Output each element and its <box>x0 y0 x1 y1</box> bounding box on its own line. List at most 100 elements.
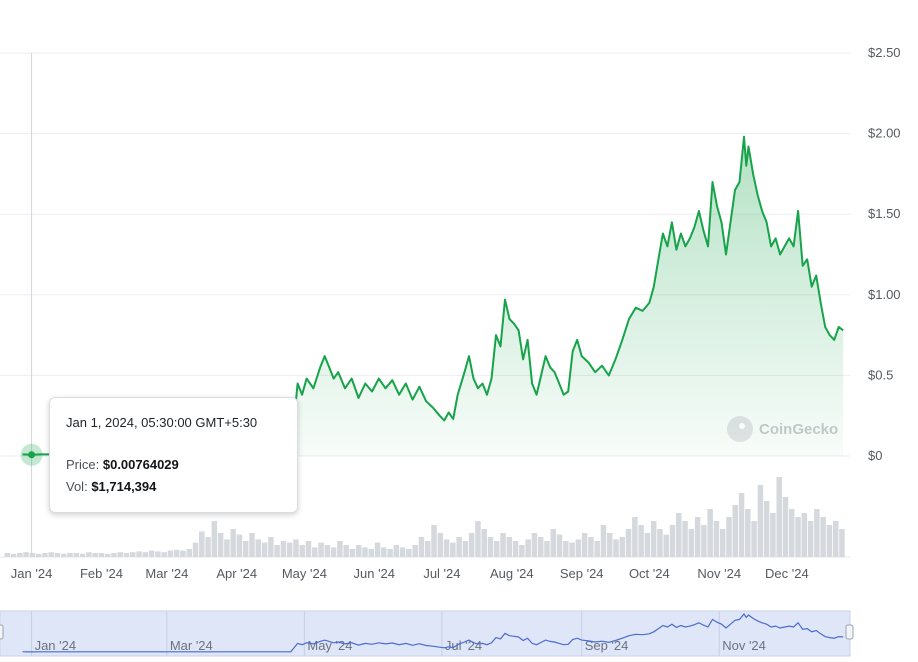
volume-bar <box>763 501 770 557</box>
volume-bar <box>826 525 833 557</box>
volume-bar <box>531 533 538 557</box>
y-tick-label: $0.5 <box>868 367 893 382</box>
volume-bar <box>349 549 356 557</box>
volume-bar <box>569 542 575 557</box>
navigator-handle-right[interactable] <box>845 624 854 640</box>
volume-bar <box>701 525 707 557</box>
volume-bar <box>820 517 826 557</box>
volume-bar <box>42 553 48 557</box>
volume-bar <box>795 517 801 557</box>
volume-bar <box>575 539 582 557</box>
volume-bar <box>35 553 42 557</box>
watermark-text: CoinGecko <box>759 420 839 438</box>
volume-bar <box>431 525 437 557</box>
coingecko-logo-icon <box>727 416 753 442</box>
volume-bar <box>249 533 255 557</box>
volume-bar <box>180 550 186 557</box>
volume-bar <box>619 537 626 557</box>
tooltip-price-value: $0.00764029 <box>102 457 179 472</box>
volume-bar <box>494 541 500 557</box>
volume-bar <box>663 534 669 557</box>
volume-bar <box>594 541 600 557</box>
y-tick-label: $1.50 <box>868 206 901 221</box>
volume-bar <box>330 547 337 557</box>
volume-bar <box>173 549 180 557</box>
x-tick-label: Dec '24 <box>765 566 809 581</box>
volume-bar <box>199 531 205 557</box>
volume-bar <box>211 521 218 557</box>
volume-bar <box>261 542 268 557</box>
volume-bar <box>481 529 487 557</box>
volume-bar <box>123 553 130 557</box>
price-line-group <box>22 135 844 456</box>
navigator-tick-label: Jul '24 <box>445 638 482 653</box>
volume-bar <box>745 509 751 557</box>
volume-bar <box>832 521 839 557</box>
volume-bar <box>155 551 161 557</box>
navigator-tick-label: Mar '24 <box>170 638 213 653</box>
volume-bar <box>563 541 569 557</box>
volume-bar <box>676 513 682 557</box>
volume-bar <box>613 539 619 557</box>
volume-bar <box>669 525 676 557</box>
x-axis-ticks: Jan '24 Feb '24 Mar '24 Apr '24 May '24 Jun '… <box>11 566 809 581</box>
volume-bar <box>318 542 324 557</box>
volume-bar <box>161 552 167 557</box>
volume-bar <box>92 553 98 557</box>
volume-bar <box>324 545 331 557</box>
x-tick-label: Mar '24 <box>145 566 188 581</box>
volume-bar <box>98 553 105 557</box>
volume-bar <box>312 547 318 557</box>
volume-bar <box>713 521 720 557</box>
x-tick-label: Jul '24 <box>423 566 460 581</box>
volume-bar <box>362 547 368 557</box>
volume-bar <box>268 537 274 557</box>
x-tick-label: Oct '24 <box>629 566 670 581</box>
volume-bar <box>657 529 663 557</box>
volume-bar <box>506 537 513 557</box>
volume-bar <box>607 533 613 557</box>
volume-bar <box>387 549 393 557</box>
volume-bar <box>167 550 174 557</box>
volume-bar <box>625 529 632 557</box>
x-tick-label: Apr '24 <box>216 566 257 581</box>
volume-bar <box>406 549 412 557</box>
volume-bar <box>399 547 406 557</box>
y-tick-label: $1.00 <box>868 287 901 302</box>
volume-bar <box>475 521 481 557</box>
volume-bar <box>682 521 688 557</box>
tooltip-date: Jan 1, 2024, 05:30:00 GMT+5:30 <box>66 415 258 430</box>
x-tick-label: Feb '24 <box>80 566 123 581</box>
volume-bar <box>544 541 550 557</box>
volume-bar <box>230 529 236 557</box>
volume-bar <box>487 537 494 557</box>
volume-bar <box>412 545 418 557</box>
navigator[interactable]: Jan '24 Mar '24 May '24 Jul '24 Sep '24 Nov '… <box>0 610 854 657</box>
volume-bar <box>556 534 563 557</box>
volume-bar <box>425 541 431 557</box>
y-axis-ticks: $0 $0.5 $1.00 $1.50 $2.00 $2.50 <box>868 45 901 463</box>
volume-bar <box>757 485 764 557</box>
volume-bar <box>688 529 695 557</box>
tooltip-price-label: Price: <box>66 457 100 472</box>
volume-bar <box>48 552 54 557</box>
navigator-handle-left[interactable] <box>0 624 4 640</box>
y-tick-label: $2.00 <box>868 126 901 141</box>
volume-bar <box>450 542 456 557</box>
volume-bar <box>79 553 86 557</box>
x-tick-label: Jun '24 <box>354 566 396 581</box>
navigator-line <box>22 613 844 653</box>
hover-tooltip: Jan 1, 2024, 05:30:00 GMT+5:30 Price: $0… <box>49 397 298 513</box>
volume-bar <box>205 537 211 557</box>
volume-bar <box>550 529 556 557</box>
volume-bar <box>130 552 136 557</box>
navigator-tick-label: Nov '24 <box>722 638 766 653</box>
volume-bar <box>142 552 149 557</box>
volume-bar <box>650 521 657 557</box>
volume-bar <box>694 517 701 557</box>
volume-bar <box>73 553 80 557</box>
volume-bar <box>368 549 374 557</box>
x-tick-label: Nov '24 <box>697 566 741 581</box>
volume-bar <box>581 533 588 557</box>
